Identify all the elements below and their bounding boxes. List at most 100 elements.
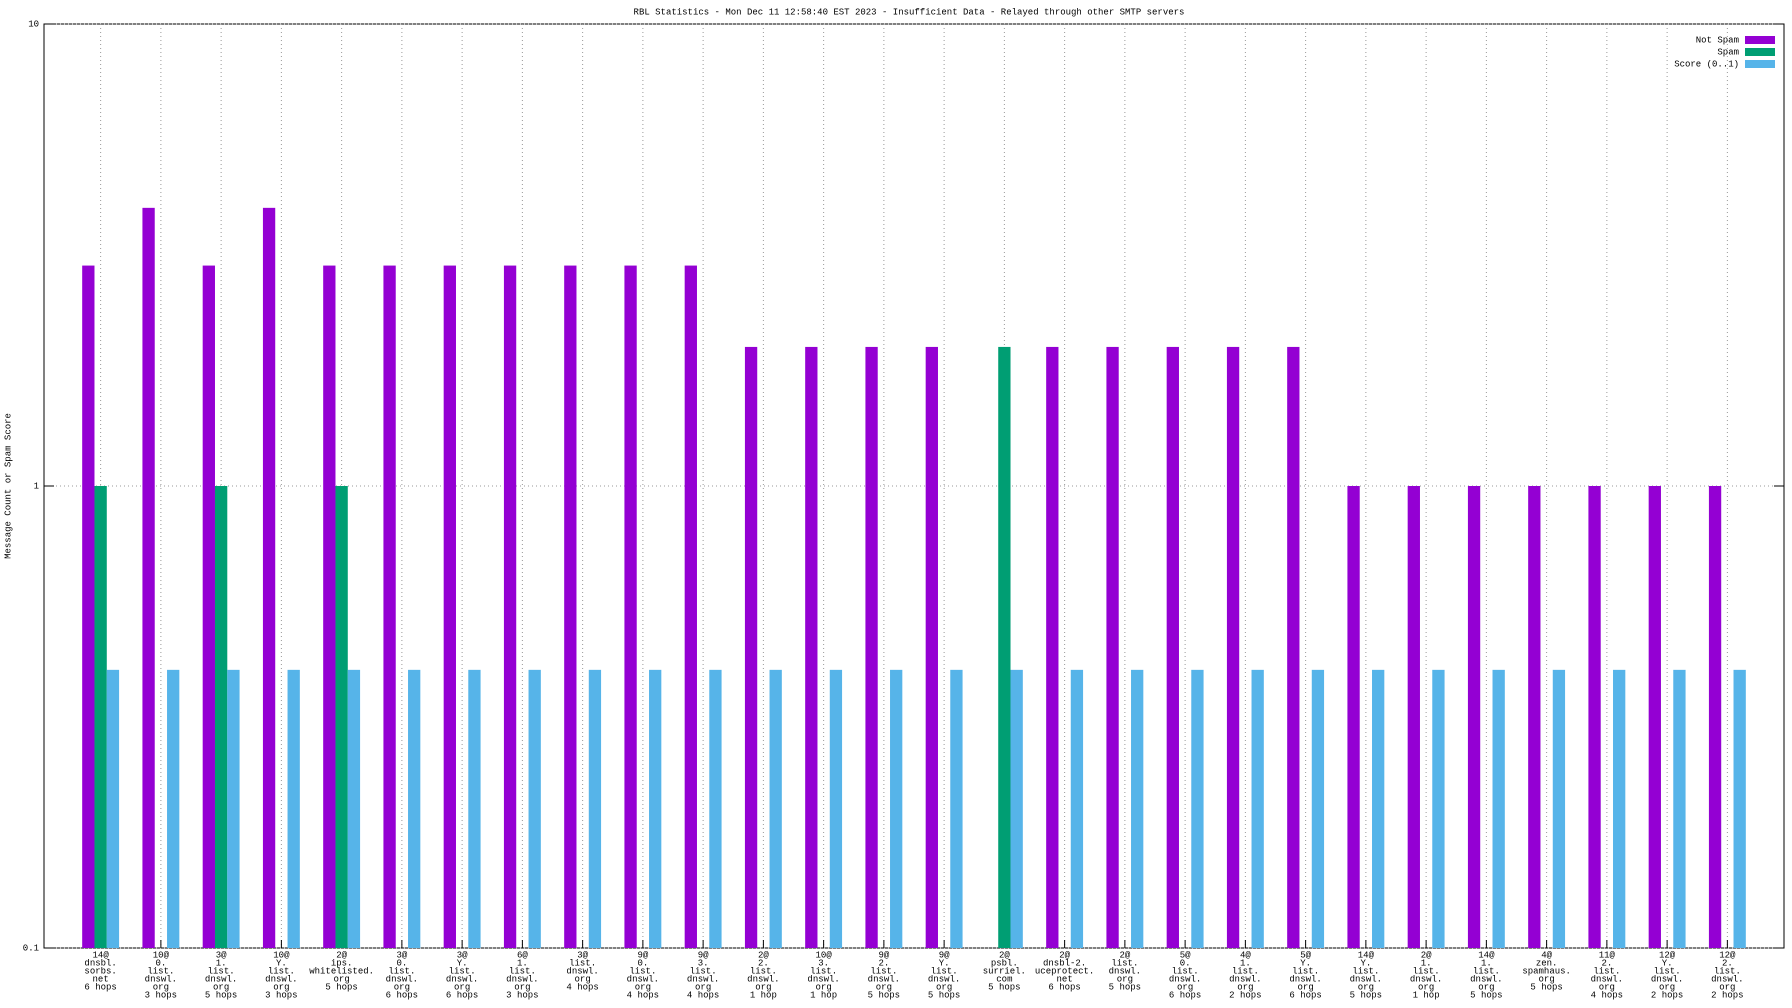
x-tick-label: dnswl. (1410, 974, 1442, 984)
x-tick-label: 3 hops (506, 990, 538, 1000)
x-tick-label: org (1237, 982, 1253, 992)
legend-label: Spam (1717, 47, 1739, 57)
x-tick-label: dnsbl. (84, 958, 116, 968)
x-tick-label: 6 hops (446, 990, 478, 1000)
x-tick-label: list. (629, 966, 656, 976)
x-tick-label: list. (449, 966, 476, 976)
x-tick-label: 0. (637, 958, 648, 968)
bar (142, 207, 155, 949)
bar (649, 669, 662, 948)
x-tick-label: list. (1352, 966, 1379, 976)
x-tick-label: dnswl. (145, 974, 177, 984)
x-tick-label: list. (147, 966, 174, 976)
x-tick-label: 0. (396, 958, 407, 968)
x-tick-label: list. (569, 958, 596, 968)
x-tick-label: 11@ (1599, 950, 1616, 960)
bar (1588, 486, 1601, 948)
y-tick-label: 0.1 (23, 943, 39, 953)
x-tick-label: 6 hops (1048, 982, 1080, 992)
x-tick-label: list. (208, 966, 235, 976)
x-tick-label: 1 hop (810, 990, 837, 1000)
x-tick-label: sorbs. (84, 966, 116, 976)
x-tick-label: 5 hops (1470, 990, 1502, 1000)
x-tick-label: dnswl. (1711, 974, 1743, 984)
bar (1552, 669, 1566, 948)
bar (1492, 669, 1505, 948)
x-tick-label: dnswl. (627, 974, 659, 984)
x-tick-label: dnswl. (807, 974, 839, 984)
x-tick-label: list. (690, 966, 717, 976)
x-tick-label: 1. (1481, 958, 1492, 968)
bar (890, 669, 903, 948)
x-tick-label: list. (1111, 958, 1138, 968)
bar (1432, 669, 1445, 948)
x-tick-label: org (695, 982, 711, 992)
x-tick-label: 2. (878, 958, 889, 968)
x-tick-label: org (153, 982, 169, 992)
x-tick-label: uceprotect. (1035, 966, 1094, 976)
x-tick-label: 3@ (577, 950, 588, 960)
bar (468, 669, 481, 948)
x-tick-label: org (1298, 982, 1314, 992)
x-tick-label: 2@ (336, 950, 347, 960)
x-tick-label: 5@ (1180, 950, 1191, 960)
bar (347, 669, 361, 948)
x-tick-label: Y. (276, 958, 287, 968)
bar (805, 346, 818, 948)
x-tick-label: dnswl. (386, 974, 418, 984)
legend-label: Not Spam (1696, 35, 1739, 45)
x-tick-label: org (1358, 982, 1374, 992)
bar (1467, 486, 1481, 948)
bar (1251, 669, 1264, 948)
x-tick-label: list. (750, 966, 777, 976)
x-tick-label: 1. (1421, 958, 1432, 968)
x-tick-label: 2 hops (1229, 990, 1261, 1000)
x-tick-label: dnswl. (868, 974, 900, 984)
bar (262, 207, 276, 949)
x-tick-label: com (996, 974, 1012, 984)
x-tick-label: 5 hops (928, 990, 960, 1000)
x-tick-label: 4 hops (687, 990, 719, 1000)
x-tick-label: dnswl. (205, 974, 237, 984)
x-tick-label: 14@ (93, 950, 110, 960)
x-tick-label: 1 hop (1413, 990, 1440, 1000)
x-tick-label: list. (1714, 966, 1741, 976)
bar (998, 346, 1011, 948)
x-tick-label: org (334, 974, 350, 984)
x-tick-label: 4 hops (627, 990, 659, 1000)
bar (1010, 669, 1023, 948)
x-tick-label: 10@ (273, 950, 290, 960)
x-tick-label: list. (388, 966, 415, 976)
x-tick-label: list. (1593, 966, 1620, 976)
chart-title: RBL Statistics - Mon Dec 11 12:58:40 EST… (634, 7, 1185, 17)
legend-swatch (1745, 48, 1775, 56)
x-tick-label: 6@ (517, 950, 528, 960)
x-tick-label: 5 hops (988, 982, 1020, 992)
bar (167, 669, 180, 948)
x-tick-label: 2@ (1059, 950, 1070, 960)
x-tick-label: 14@ (1358, 950, 1375, 960)
bar (383, 265, 396, 949)
y-axis-label: Message Count or Spam Score (3, 413, 13, 559)
x-tick-label: 2@ (1421, 950, 1432, 960)
x-tick-label: org (213, 982, 229, 992)
legend-label: Score (0..1) (1674, 59, 1739, 69)
x-tick-label: 2. (1601, 958, 1612, 968)
x-tick-label: 9@ (698, 950, 709, 960)
bar (323, 265, 336, 949)
bar (1528, 486, 1541, 948)
bar (1046, 346, 1059, 948)
x-tick-label: dnswl. (1651, 974, 1683, 984)
bar (503, 265, 517, 949)
x-tick-label: list. (810, 966, 837, 976)
bar (925, 346, 938, 948)
bar (1311, 669, 1325, 948)
x-tick-label: 0. (155, 958, 166, 968)
x-tick-label: list. (268, 966, 295, 976)
bar (709, 669, 722, 948)
x-tick-label: 2@ (1119, 950, 1130, 960)
legend-swatch (1745, 60, 1775, 68)
bar (1613, 669, 1626, 948)
